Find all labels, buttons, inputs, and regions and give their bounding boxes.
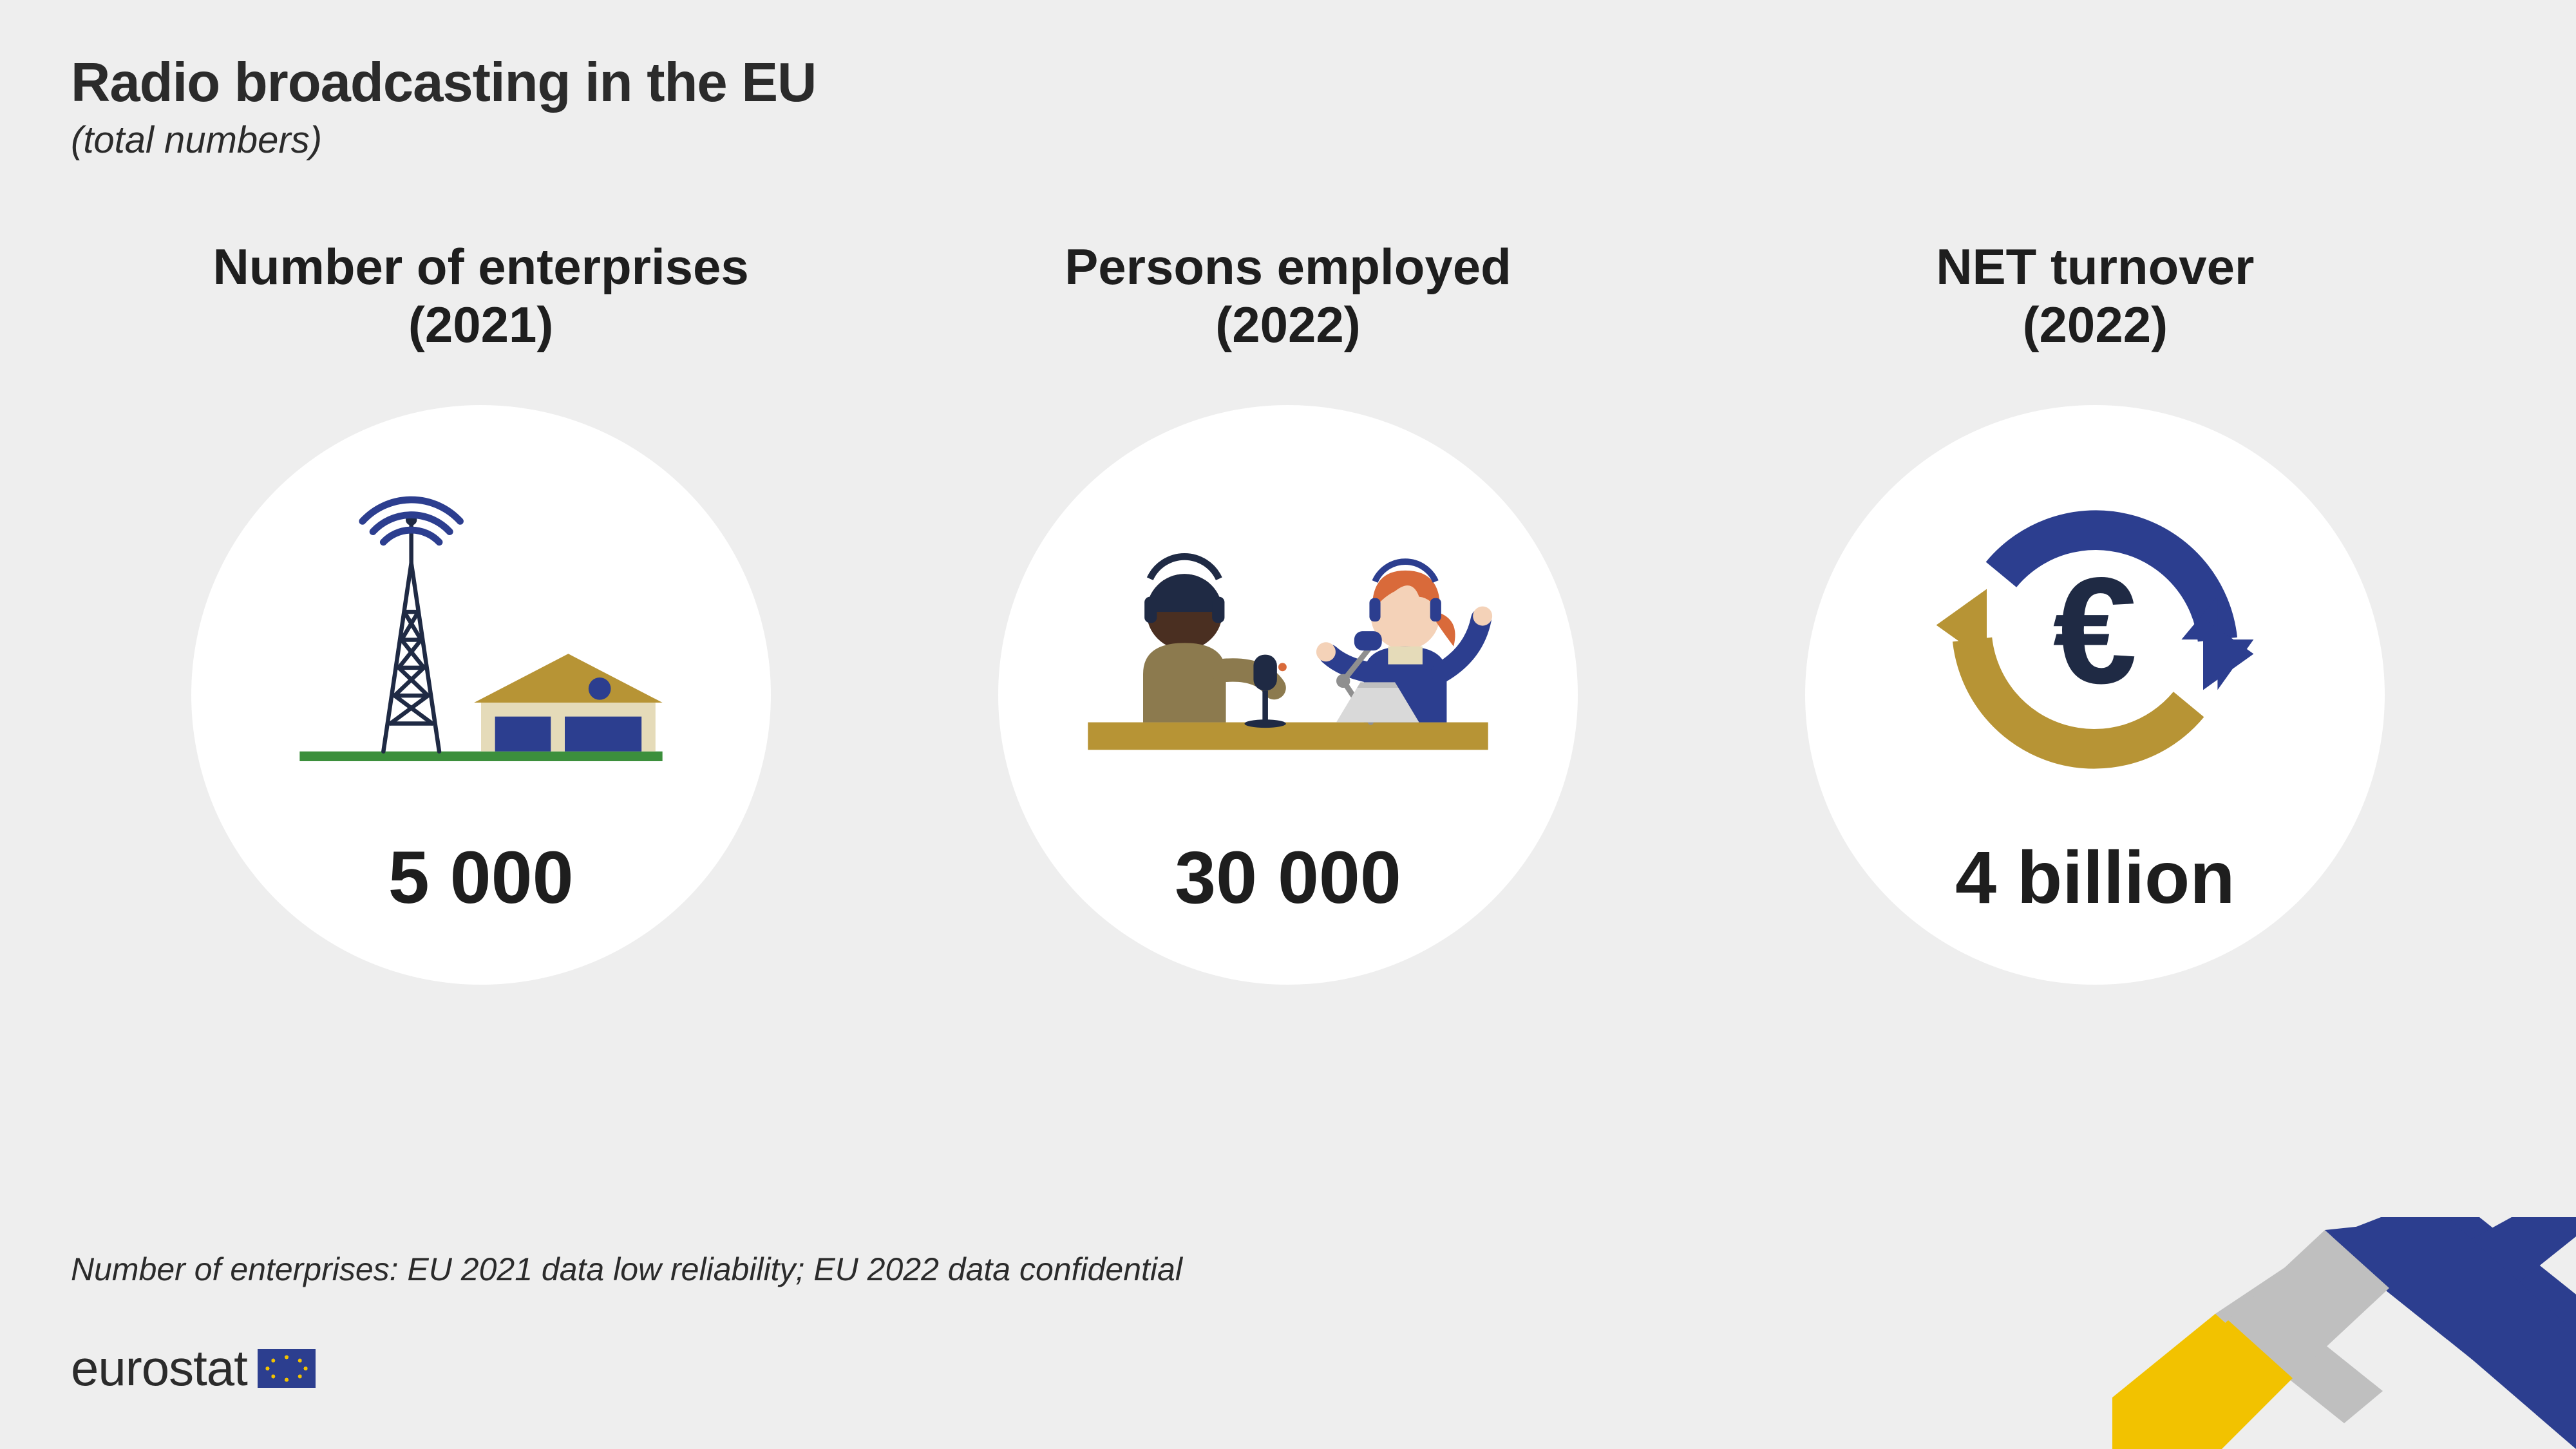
stat-value: 4 billion — [1955, 835, 2235, 920]
panel-heading-line1: Persons employed — [884, 238, 1691, 296]
eurostat-logo: eurostat — [71, 1339, 316, 1397]
panel-heading-line1: NET turnover — [1692, 238, 2499, 296]
footnote: Number of enterprises: EU 2021 data low … — [71, 1251, 1182, 1288]
illustration-wrap — [191, 405, 771, 835]
panels-row: Number of enterprises (2021) — [0, 238, 2576, 985]
panel-heading-line1: Number of enterprises — [77, 238, 884, 296]
illustration-wrap — [998, 405, 1578, 835]
logo-text: eurostat — [71, 1339, 247, 1397]
euro-cycle-icon: € — [1915, 459, 2275, 820]
stat-circle: 5 000 — [191, 405, 771, 985]
podcast-people-icon — [1046, 495, 1530, 784]
stat-value: 5 000 — [388, 835, 574, 920]
eu-flag-icon — [258, 1349, 316, 1388]
page-subtitle: (total numbers) — [71, 118, 816, 162]
panel-employed: Persons employed (2022) — [884, 238, 1691, 985]
title-block: Radio broadcasting in the EU (total numb… — [71, 52, 816, 162]
panel-turnover: NET turnover (2022) — [1692, 238, 2499, 985]
svg-text:€: € — [2053, 546, 2137, 715]
panel-heading-line2: (2022) — [1692, 296, 2499, 354]
stat-circle: € 4 billion — [1805, 405, 2385, 985]
stat-circle: 30 000 — [998, 405, 1578, 985]
illustration-wrap: € — [1805, 405, 2385, 835]
panel-heading-line2: (2022) — [884, 296, 1691, 354]
page-title: Radio broadcasting in the EU — [71, 52, 816, 115]
panel-heading: Persons employed (2022) — [884, 238, 1691, 354]
radio-tower-house-icon — [272, 493, 690, 786]
panel-heading: NET turnover (2022) — [1692, 238, 2499, 354]
swoosh-icon — [2112, 1217, 2576, 1449]
panel-enterprises: Number of enterprises (2021) — [77, 238, 884, 985]
stat-value: 30 000 — [1175, 835, 1401, 920]
panel-heading-line2: (2021) — [77, 296, 884, 354]
panel-heading: Number of enterprises (2021) — [77, 238, 884, 354]
